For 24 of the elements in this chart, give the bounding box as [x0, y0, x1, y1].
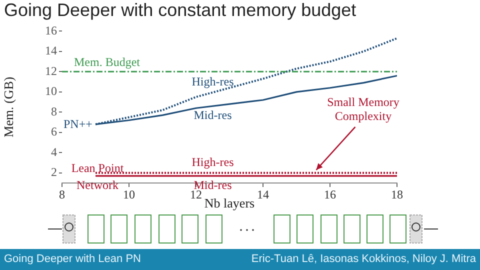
series-label: High-res — [192, 74, 234, 89]
x-axis-title: Nb layers — [204, 196, 255, 211]
y-axis-title: Mem. (GB) — [1, 76, 16, 138]
y-tick-label: 10 — [45, 84, 57, 98]
y-tick-label: 16 — [45, 23, 57, 38]
annotation: Lean Point Network — [71, 160, 124, 192]
x-tick-label: 14 — [257, 187, 269, 202]
x-tick-label: 16 — [324, 187, 336, 202]
y-tick-label: 2 — [51, 165, 57, 180]
series-label: High-res — [192, 155, 234, 170]
text: Going Deeper with Lean PN — [4, 253, 141, 265]
annotation: PN++ — [64, 117, 92, 132]
text: Eric-Tuan Lê, Iasonas Kokkinos, Niloy J. Mitra — [251, 253, 476, 265]
y-tick-label: 8 — [51, 104, 57, 118]
y-tick-label: 14 — [45, 44, 57, 58]
ref-line-label: Mem. Budget — [74, 54, 141, 69]
annotation: Small Memory Complexity — [326, 94, 400, 123]
chart-title: Going Deeper with constant memory budget — [4, 0, 356, 21]
series-label: Mid-res — [194, 108, 232, 122]
y-tick-label: 12 — [45, 64, 57, 78]
x-tick-label: 10 — [123, 187, 135, 202]
x-tick-label: 18 — [391, 187, 403, 202]
y-tick-label: 6 — [51, 124, 57, 139]
y-tick-label: 4 — [51, 144, 57, 159]
